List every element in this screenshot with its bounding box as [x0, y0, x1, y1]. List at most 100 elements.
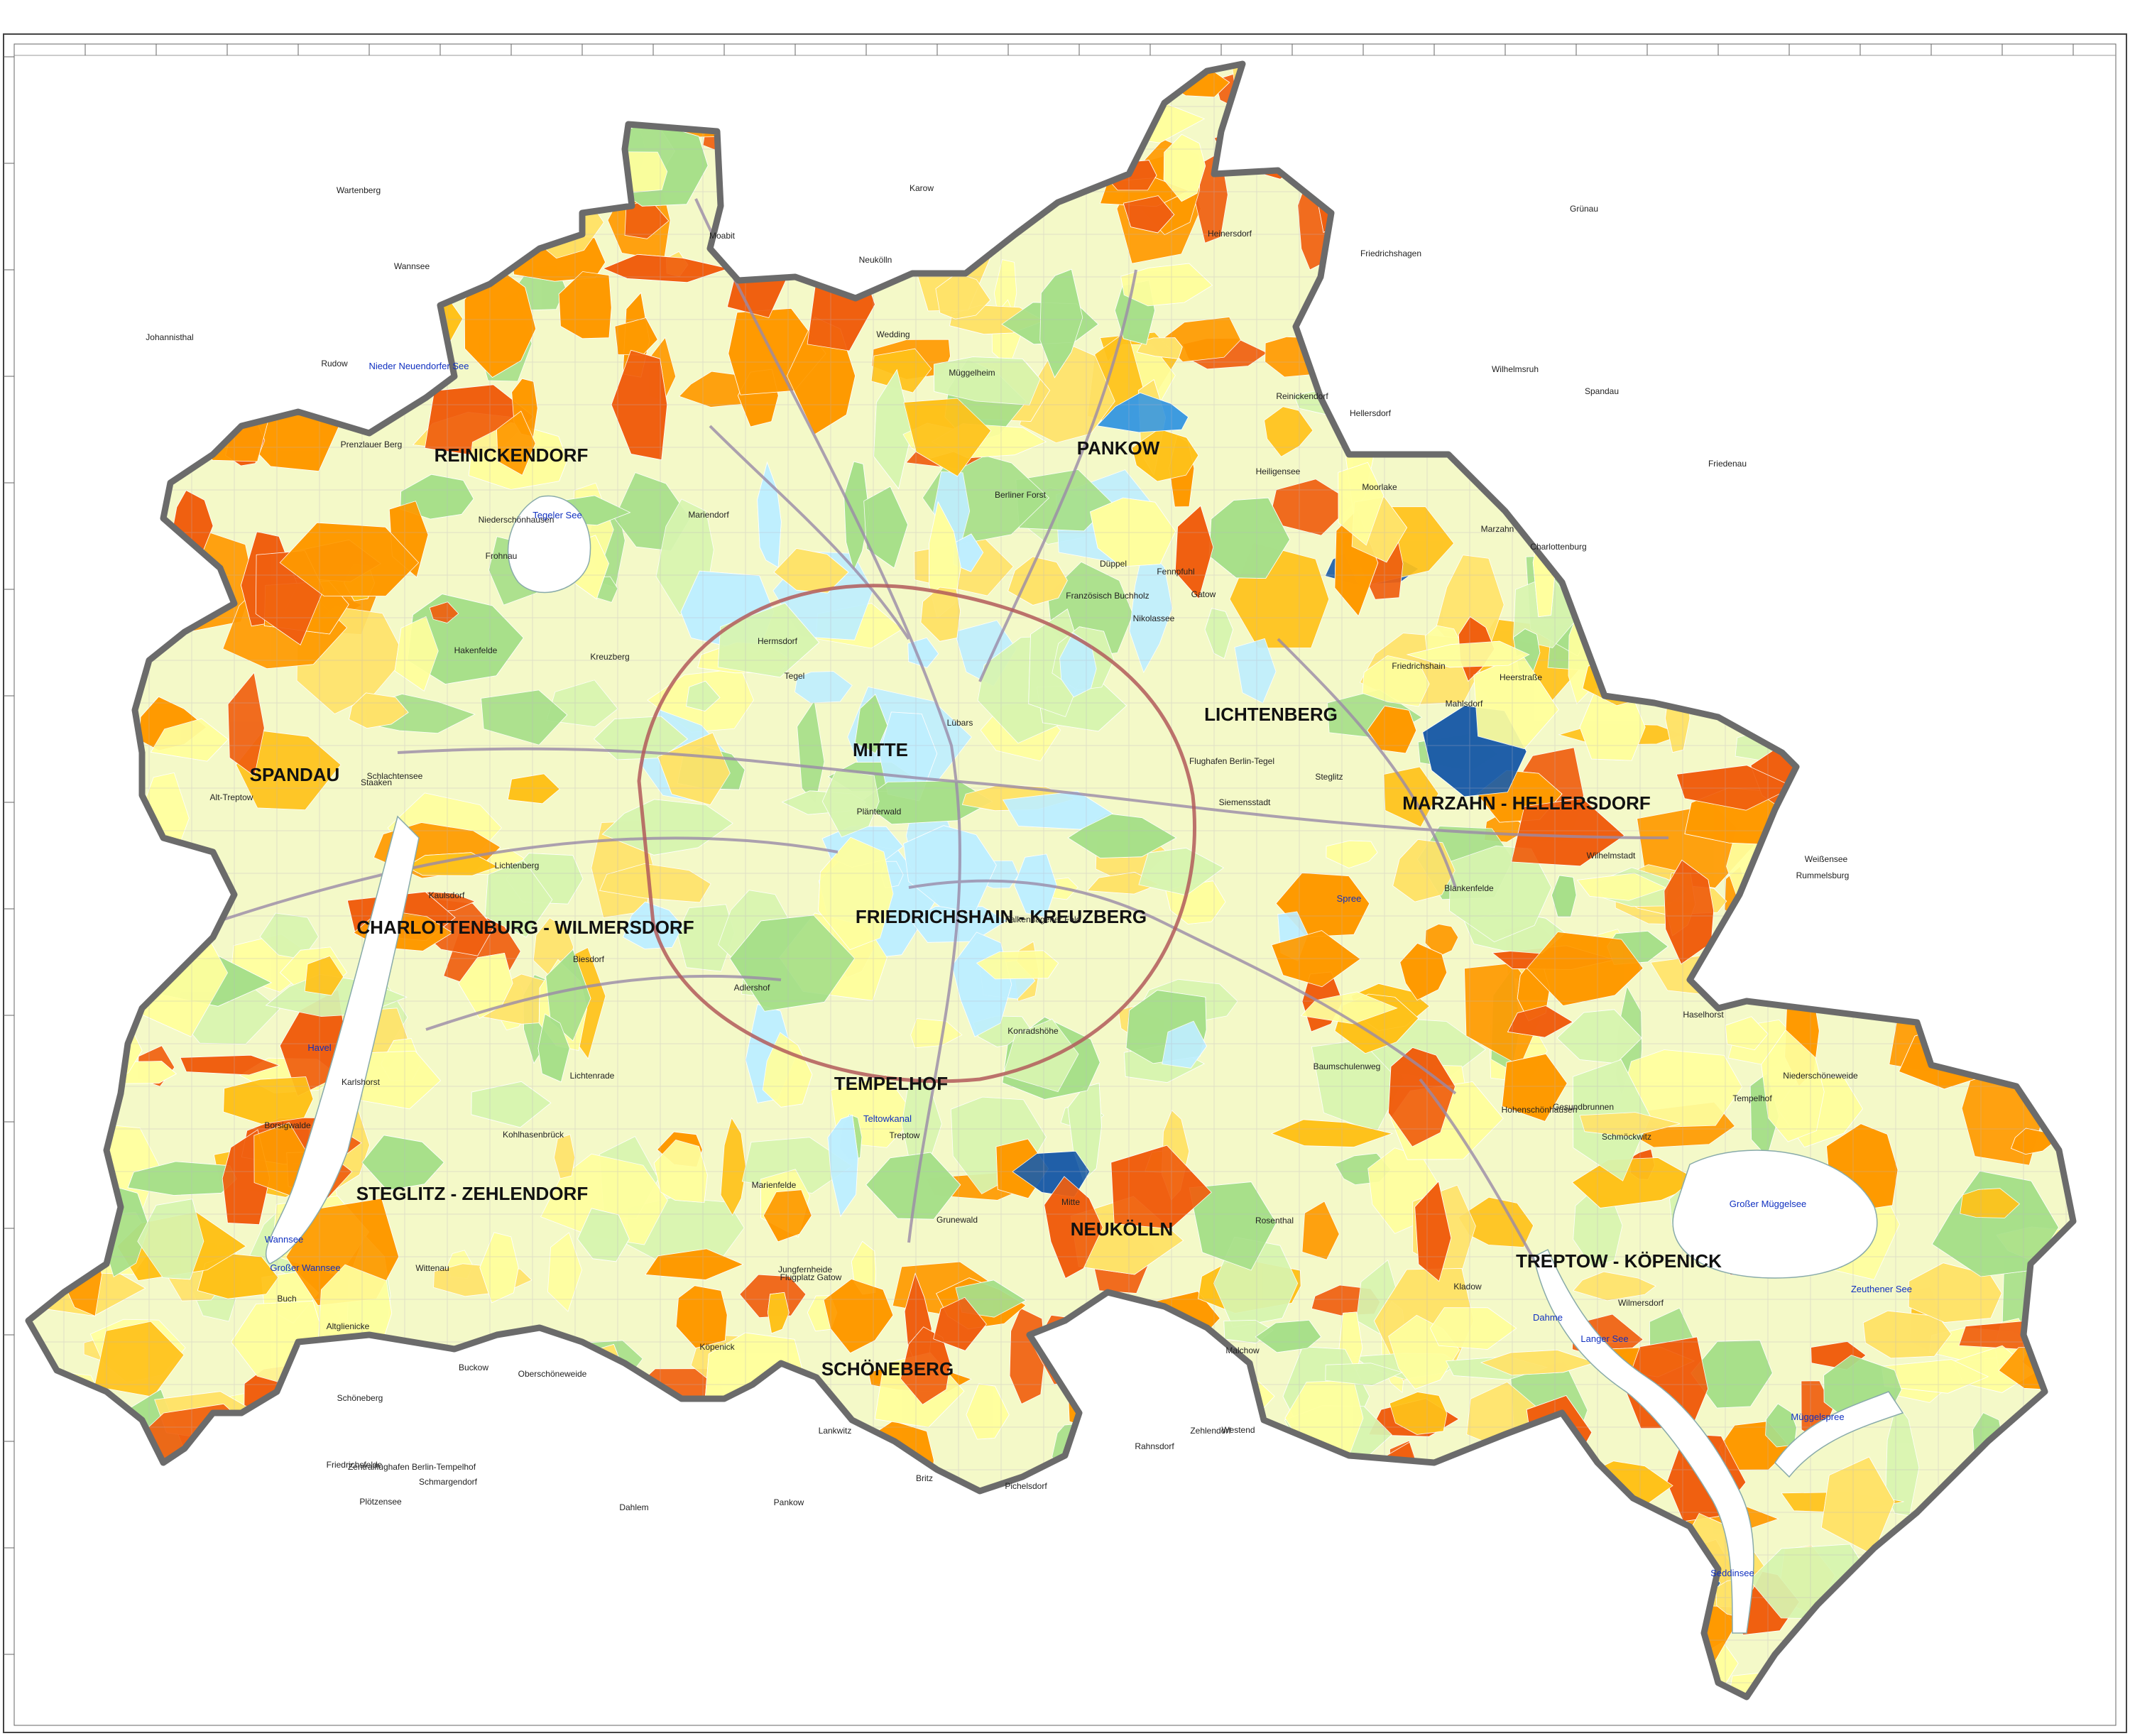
land-use-patch [1340, 322, 1396, 390]
land-use-patch [1374, 1597, 1430, 1671]
land-use-patch [1815, 721, 1882, 772]
land-use-patch [73, 1451, 118, 1542]
land-use-patch [1118, 1535, 1198, 1615]
land-use-patch [1893, 845, 1943, 875]
land-use-patch [258, 1551, 350, 1615]
land-use-patch [84, 454, 146, 503]
land-use-patch [1401, 1544, 1426, 1571]
land-use-patch [397, 122, 437, 222]
place-label: Reinickendorf [1276, 391, 1328, 401]
land-use-patch [40, 1169, 107, 1240]
place-label: Britz [916, 1473, 933, 1483]
district-label: LICHTENBERG [1204, 704, 1338, 725]
land-use-patch [1904, 113, 1939, 198]
land-use-patch [1830, 438, 1929, 477]
land-use-patch [253, 1501, 312, 1571]
land-use-patch [94, 488, 130, 582]
place-label: Adlershof [734, 983, 770, 993]
land-use-patch [1841, 261, 1971, 305]
land-use-patch [1910, 384, 2001, 446]
land-use-patch [2037, 75, 2073, 168]
land-use-patch [62, 509, 93, 533]
land-use-patch [1762, 287, 1857, 362]
land-use-patch [30, 1109, 80, 1208]
land-use-patch [95, 1531, 203, 1620]
land-use-patch [28, 669, 101, 702]
land-use-patch [60, 1451, 83, 1522]
place-label: Neukölln [859, 255, 892, 265]
land-use-patch [907, 64, 939, 99]
land-use-patch [1735, 911, 1872, 941]
land-use-patch [1294, 1502, 1370, 1583]
land-use-patch [1818, 513, 1903, 549]
land-use-patch [1011, 1666, 1039, 1697]
land-use-patch [162, 1494, 195, 1544]
land-use-patch [28, 1592, 123, 1634]
land-use-patch [1422, 1622, 1505, 1654]
land-use-patch [903, 231, 953, 253]
land-use-patch [236, 1542, 339, 1629]
land-use-patch [56, 205, 160, 236]
land-use-patch [1068, 1385, 1181, 1435]
land-use-patch [1471, 1499, 1509, 1531]
land-use-patch [1671, 64, 1715, 94]
land-use-patch [1120, 1320, 1154, 1397]
land-use-patch [1736, 694, 1789, 726]
land-use-patch [1815, 721, 1882, 772]
land-use-patch [28, 1454, 109, 1479]
land-use-patch [1941, 912, 2050, 983]
land-use-patch [807, 80, 914, 151]
land-use-patch [781, 1593, 848, 1678]
land-use-patch [420, 1348, 524, 1400]
district-label: NEUKÖLLN [1071, 1218, 1173, 1240]
land-use-patch [1367, 1514, 1454, 1600]
place-label: Haselhorst [1683, 1010, 1724, 1020]
water-label: Havel [307, 1042, 331, 1053]
land-use-patch [2014, 934, 2072, 979]
land-use-patch [601, 1651, 677, 1697]
land-use-patch [1957, 706, 2048, 797]
land-use-patch [1241, 1514, 1312, 1617]
land-use-patch [74, 124, 160, 200]
land-use-patch [1908, 444, 1976, 518]
land-use-patch [28, 609, 62, 648]
land-use-patch [307, 110, 343, 168]
place-label: Gatow [1191, 589, 1216, 599]
land-use-patch [496, 205, 545, 253]
place-label: Prenzlauer Berg [341, 440, 403, 449]
land-use-patch [1378, 420, 1411, 455]
land-use-patch [1494, 392, 1583, 479]
land-use-patch [1917, 302, 1952, 362]
land-use-patch [1318, 1550, 1397, 1620]
land-use-patch [1997, 667, 2053, 691]
land-use-patch [833, 1451, 871, 1547]
water-label: Teltowkanal [863, 1113, 912, 1124]
land-use-patch [271, 1536, 308, 1625]
land-use-patch [573, 169, 609, 194]
land-use-patch [1937, 785, 1958, 812]
land-use-patch [430, 103, 493, 204]
land-use-patch [58, 231, 89, 292]
land-use-patch [1567, 108, 1673, 199]
place-label: Pichelsdorf [1005, 1481, 1047, 1491]
land-use-patch [253, 1501, 312, 1571]
land-use-patch [1549, 496, 1634, 569]
water-label: Nieder Neuendorfer See [369, 361, 469, 371]
land-use-patch [130, 1635, 170, 1688]
land-use-patch [344, 305, 378, 406]
land-use-patch [70, 1089, 97, 1120]
place-label: Heiligensee [1256, 466, 1301, 476]
land-use-patch [1570, 558, 1642, 605]
land-use-patch [1727, 73, 1825, 133]
land-use-patch [1149, 1604, 1260, 1674]
land-use-patch [40, 287, 124, 339]
land-use-patch [307, 110, 343, 168]
land-use-patch [1308, 139, 1336, 201]
land-use-patch [94, 836, 128, 905]
land-use-patch [1043, 64, 1091, 114]
place-label: Biesdorf [573, 954, 605, 964]
place-label: Mariendorf [688, 510, 729, 520]
place-label: Tempelhof [1732, 1093, 1772, 1103]
land-use-patch [1419, 290, 1507, 338]
